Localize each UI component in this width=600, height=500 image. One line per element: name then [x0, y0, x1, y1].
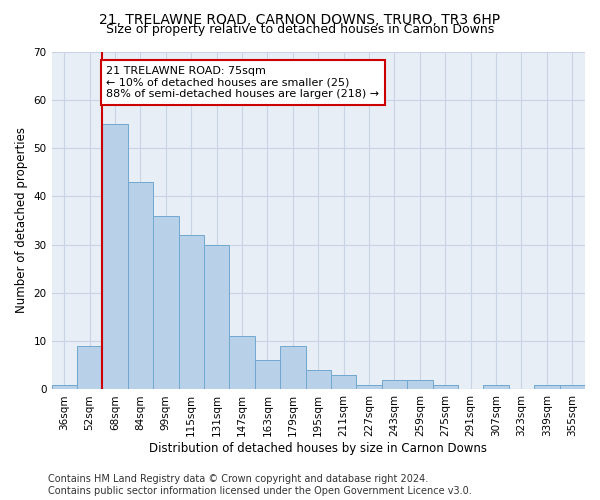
Text: Size of property relative to detached houses in Carnon Downs: Size of property relative to detached ho… [106, 22, 494, 36]
Text: 21, TRELAWNE ROAD, CARNON DOWNS, TRURO, TR3 6HP: 21, TRELAWNE ROAD, CARNON DOWNS, TRURO, … [100, 12, 500, 26]
Text: Contains HM Land Registry data © Crown copyright and database right 2024.
Contai: Contains HM Land Registry data © Crown c… [48, 474, 472, 496]
Bar [153, 216, 179, 390]
Bar [484, 384, 509, 390]
Y-axis label: Number of detached properties: Number of detached properties [15, 128, 28, 314]
Bar [331, 375, 356, 390]
Bar [560, 384, 585, 390]
Bar [128, 182, 153, 390]
X-axis label: Distribution of detached houses by size in Carnon Downs: Distribution of detached houses by size … [149, 442, 487, 455]
Bar [356, 384, 382, 390]
Bar [103, 124, 128, 390]
Bar [52, 384, 77, 390]
Bar [229, 336, 255, 390]
Bar [77, 346, 103, 390]
Bar [534, 384, 560, 390]
Bar [204, 244, 229, 390]
Bar [382, 380, 407, 390]
Bar [305, 370, 331, 390]
Bar [407, 380, 433, 390]
Bar [255, 360, 280, 390]
Bar [179, 235, 204, 390]
Text: 21 TRELAWNE ROAD: 75sqm
← 10% of detached houses are smaller (25)
88% of semi-de: 21 TRELAWNE ROAD: 75sqm ← 10% of detache… [106, 66, 379, 99]
Bar [433, 384, 458, 390]
Bar [280, 346, 305, 390]
